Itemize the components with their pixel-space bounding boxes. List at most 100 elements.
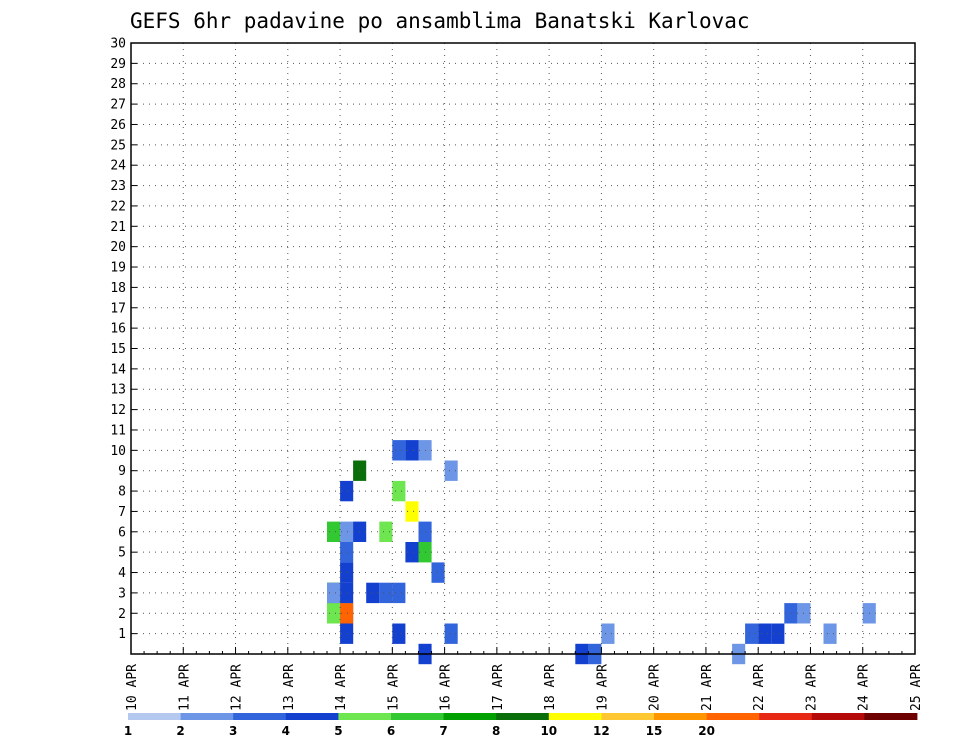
y-tick-label: 8 xyxy=(118,485,126,500)
x-tick-label: 16 APR xyxy=(439,664,454,711)
heatmap-cell xyxy=(431,562,445,583)
y-tick-label: 21 xyxy=(110,220,126,235)
y-tick-label: 22 xyxy=(110,199,126,214)
y-tick-label: 19 xyxy=(110,261,126,276)
y-tick-label: 28 xyxy=(110,77,126,92)
colorbar-tick-label: 12 xyxy=(593,724,610,738)
heatmap-cell xyxy=(327,521,341,542)
colorbar-tick-label: 4 xyxy=(282,724,290,738)
x-tick-label: 21 APR xyxy=(700,664,715,711)
colorbar-swatch xyxy=(338,713,392,720)
heatmap-cell xyxy=(340,542,354,563)
y-tick-label: 5 xyxy=(118,546,126,561)
colorbar-tick-label: 7 xyxy=(439,724,447,738)
x-tick-label: 18 APR xyxy=(543,664,558,711)
heatmap-cell xyxy=(327,603,341,624)
heatmap-cell xyxy=(405,440,419,461)
colorbar-swatch xyxy=(601,713,655,720)
x-tick-label: 14 APR xyxy=(334,664,349,711)
heatmap-cell xyxy=(392,623,406,644)
heatmap-cell xyxy=(758,623,772,644)
x-tick-label: 12 APR xyxy=(230,664,245,711)
heatmap-cell xyxy=(392,440,406,461)
heatmap-cell xyxy=(444,460,458,481)
heatmap-cells xyxy=(327,440,876,665)
colorbar-swatch xyxy=(233,713,287,720)
y-tick-label: 1 xyxy=(118,627,126,642)
y-tick-label: 9 xyxy=(118,464,126,479)
y-tick-label: 2 xyxy=(118,607,126,622)
colorbar-swatch xyxy=(180,713,234,720)
colorbar-swatch xyxy=(811,713,865,720)
heatmap-cell xyxy=(405,542,419,563)
heatmap-cell xyxy=(366,582,380,604)
y-tick-label: 13 xyxy=(110,383,126,398)
heatmap-cell xyxy=(392,480,406,502)
y-tick-label: 25 xyxy=(110,138,126,153)
x-tick-label: 11 APR xyxy=(177,664,192,711)
colorbar-swatch xyxy=(654,713,707,720)
heatmap-cell xyxy=(340,623,354,644)
heatmap-cell xyxy=(340,480,354,502)
y-tick-label: 27 xyxy=(110,98,126,113)
y-tick-label: 4 xyxy=(118,566,126,581)
heatmap-cell xyxy=(340,562,354,583)
grid-lines xyxy=(131,42,916,654)
colorbar-swatch xyxy=(706,713,760,720)
x-tick-label: 15 APR xyxy=(386,664,401,711)
y-tick-label: 20 xyxy=(110,240,126,255)
x-tick-label: 23 APR xyxy=(805,664,820,711)
y-tick-label: 29 xyxy=(110,57,126,72)
x-tick-label: 10 APR xyxy=(125,664,140,711)
y-tick-label: 10 xyxy=(110,444,126,459)
colorbar-swatch xyxy=(443,713,497,720)
colorbar-swatch xyxy=(285,713,339,720)
colorbar-tick-label: 15 xyxy=(646,724,663,738)
y-tick-label: 26 xyxy=(110,118,126,133)
y-tick-label: 16 xyxy=(110,322,126,337)
heatmap-cell xyxy=(771,623,785,644)
heatmap-cell xyxy=(340,603,354,624)
y-tick-label: 24 xyxy=(110,159,126,174)
colorbar-tick-label: 20 xyxy=(698,724,715,738)
heatmap-cell xyxy=(379,521,393,542)
colorbar-tick-label: 3 xyxy=(229,724,237,738)
heatmap-cell xyxy=(327,582,341,604)
colorbar-swatch xyxy=(759,713,813,720)
heatmap-cell xyxy=(340,521,354,542)
x-tick-label: 19 APR xyxy=(595,664,610,711)
y-axis-ticks: 1234567891011121314151617181920212223242… xyxy=(110,37,915,642)
x-tick-label: 17 APR xyxy=(491,664,506,711)
heatmap-cell xyxy=(444,623,458,644)
heatmap-cell xyxy=(379,582,393,604)
chart-title: GEFS 6hr padavine po ansamblima Banatski… xyxy=(130,9,750,33)
x-axis-ticks: 10 APR 11 APR 12 APR 13 APR 14 APR 15 APR 16 A… xyxy=(125,647,924,711)
y-tick-label: 18 xyxy=(110,281,126,296)
heatmap-cell xyxy=(340,582,354,604)
colorbar-tick-label: 8 xyxy=(492,724,500,738)
colorbar-tick-label: 1 xyxy=(124,724,132,738)
colorbar-swatch xyxy=(128,713,181,720)
y-tick-label: 6 xyxy=(118,525,126,540)
colorbar-tick-label: 10 xyxy=(540,724,557,738)
colorbar: 1 2 3 4 5 6 7 8 10 12 15 20 xyxy=(124,713,918,738)
y-tick-label: 3 xyxy=(118,586,126,601)
heatmap-cell xyxy=(405,501,419,522)
x-tick-label: 22 APR xyxy=(752,664,767,711)
colorbar-tick-label: 2 xyxy=(176,724,184,738)
colorbar-tick-label: 5 xyxy=(334,724,342,738)
y-tick-label: 11 xyxy=(110,423,126,438)
x-tick-label: 13 APR xyxy=(282,664,297,711)
colorbar-swatch xyxy=(496,713,550,720)
colorbar-tick-label: 6 xyxy=(387,724,395,738)
x-tick-label: 25 APR xyxy=(909,664,924,711)
colorbar-swatch xyxy=(391,713,444,720)
y-tick-label: 17 xyxy=(110,301,126,316)
colorbar-swatch xyxy=(864,713,918,720)
heatmap-cell xyxy=(745,623,759,644)
y-tick-label: 23 xyxy=(110,179,126,194)
heatmap-cell xyxy=(392,582,406,604)
y-tick-label: 12 xyxy=(110,403,126,418)
heatmap-cell xyxy=(823,623,837,644)
